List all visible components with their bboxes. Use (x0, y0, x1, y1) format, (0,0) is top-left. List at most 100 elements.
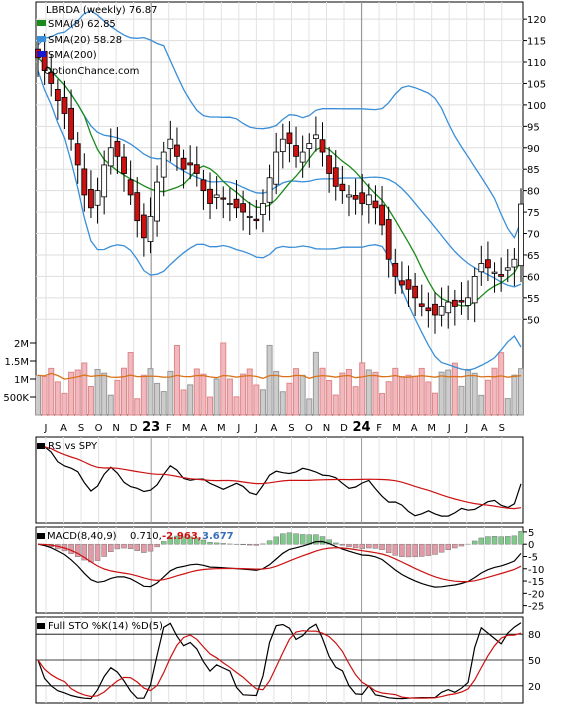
candle-body (48, 71, 55, 84)
macd-histogram-bar (346, 543, 352, 548)
candle-body (174, 144, 180, 157)
x-axis-label: A (60, 423, 67, 434)
macd-panel (35, 526, 524, 614)
macd-histogram-bar (332, 542, 339, 545)
macd-histogram-bar (240, 543, 246, 546)
macd-tick-label: -10 (528, 565, 544, 576)
volume-bar (226, 378, 233, 416)
volume-bar (207, 396, 214, 416)
candle-body (253, 218, 260, 222)
volume-bar (81, 362, 88, 416)
candle-body (213, 194, 220, 198)
price-tick-label: 95 (527, 122, 540, 133)
volume-bar (379, 393, 386, 416)
candle-body (445, 301, 452, 314)
macd-histogram-bar (313, 534, 319, 545)
sma20-legend-label: SMA(20) 58.28 (48, 35, 122, 46)
price-tick-label: 65 (527, 251, 540, 262)
x-axis-label: N (112, 423, 119, 434)
x-axis-label: 24 (353, 420, 371, 435)
candle-body (379, 204, 385, 226)
volume-bar (365, 369, 372, 416)
macd-histogram-bar (372, 543, 379, 549)
macd-axis: 50-5 -10-15-20 -25 (523, 528, 544, 613)
rs-grid (45, 437, 503, 523)
volume-bar (405, 374, 412, 416)
macd-histogram-bar (445, 543, 451, 551)
macd-histogram-bar (246, 543, 253, 546)
volume-axis: 2M 1.5M 1M 500K (3, 339, 36, 404)
x-axis-label: D (130, 423, 138, 434)
volume-bar (458, 385, 465, 416)
macd-histogram-bar (379, 543, 385, 550)
macd-histogram-bar (101, 543, 107, 557)
volume-bar (418, 367, 425, 416)
volume-bar (491, 367, 498, 416)
x-axis-label: D (340, 423, 348, 434)
volume-bar (74, 369, 81, 416)
candle-body (425, 307, 432, 312)
candle-body (438, 306, 445, 316)
candle-body (147, 215, 154, 242)
volume-bar (134, 398, 141, 416)
macd-signal-value: -2.963, (162, 531, 202, 542)
watermark: OptionChance.com (44, 66, 139, 77)
candle-body (385, 219, 392, 260)
macd-histogram-bar (141, 543, 147, 553)
macd-tick-label: -15 (528, 577, 544, 588)
candle-body (187, 162, 194, 166)
price-tick-label: 110 (527, 58, 546, 69)
macd-histogram-bar (94, 543, 101, 561)
macd-histogram-bar (432, 543, 438, 555)
sma200-legend-swatch (37, 51, 46, 57)
volume-bar (48, 367, 55, 416)
x-axis-label: N (323, 423, 330, 434)
macd-histogram-bar (412, 543, 418, 558)
volume-bar (246, 368, 253, 416)
macd-histogram-bar (392, 543, 399, 556)
volume-bar (286, 382, 293, 416)
sto-title-swatch (37, 623, 45, 629)
candle-body (260, 203, 266, 215)
macd-histogram-bar (366, 543, 372, 549)
macd-histogram-bar (286, 532, 293, 545)
x-axis-label: S (499, 423, 505, 434)
candle-body (240, 203, 247, 213)
price-tick-label: 105 (527, 79, 546, 90)
macd-histogram-bar (220, 543, 227, 545)
price-panel (35, 1, 524, 416)
candle-body (114, 140, 121, 157)
volume-bar (372, 371, 379, 416)
macd-histogram-bar (293, 533, 299, 545)
volume-tick-label: 2M (14, 339, 29, 350)
volume-bar (438, 371, 445, 416)
sto-k-line (37, 622, 522, 700)
x-axis-label: J (464, 423, 468, 434)
volume-bar (54, 381, 61, 416)
volume-bar (259, 389, 266, 416)
volume-bar (511, 374, 518, 416)
volume-bar (187, 384, 194, 416)
candle-body (471, 275, 478, 304)
macd-histogram-bar (81, 543, 88, 561)
volume-bar (147, 368, 154, 416)
macd-histogram-bar (319, 536, 326, 545)
candle-body (101, 164, 108, 198)
volume-bar (41, 375, 48, 416)
volume-bar (319, 367, 326, 416)
rs-average-line (37, 446, 522, 510)
candle-body (88, 189, 94, 209)
volume-bar (107, 394, 114, 416)
volume-average-line (37, 372, 522, 380)
candle-body (412, 285, 419, 299)
macd-line (37, 540, 522, 588)
macd-histogram-bar (399, 543, 405, 557)
candle-body (54, 89, 61, 102)
price-tick-label: 80 (527, 187, 540, 198)
candle-body (478, 263, 485, 273)
volume-bar (312, 351, 319, 416)
volume-bar (425, 381, 432, 416)
candle-body (160, 151, 167, 178)
candle-body (485, 259, 491, 269)
volume-bar (306, 398, 313, 416)
